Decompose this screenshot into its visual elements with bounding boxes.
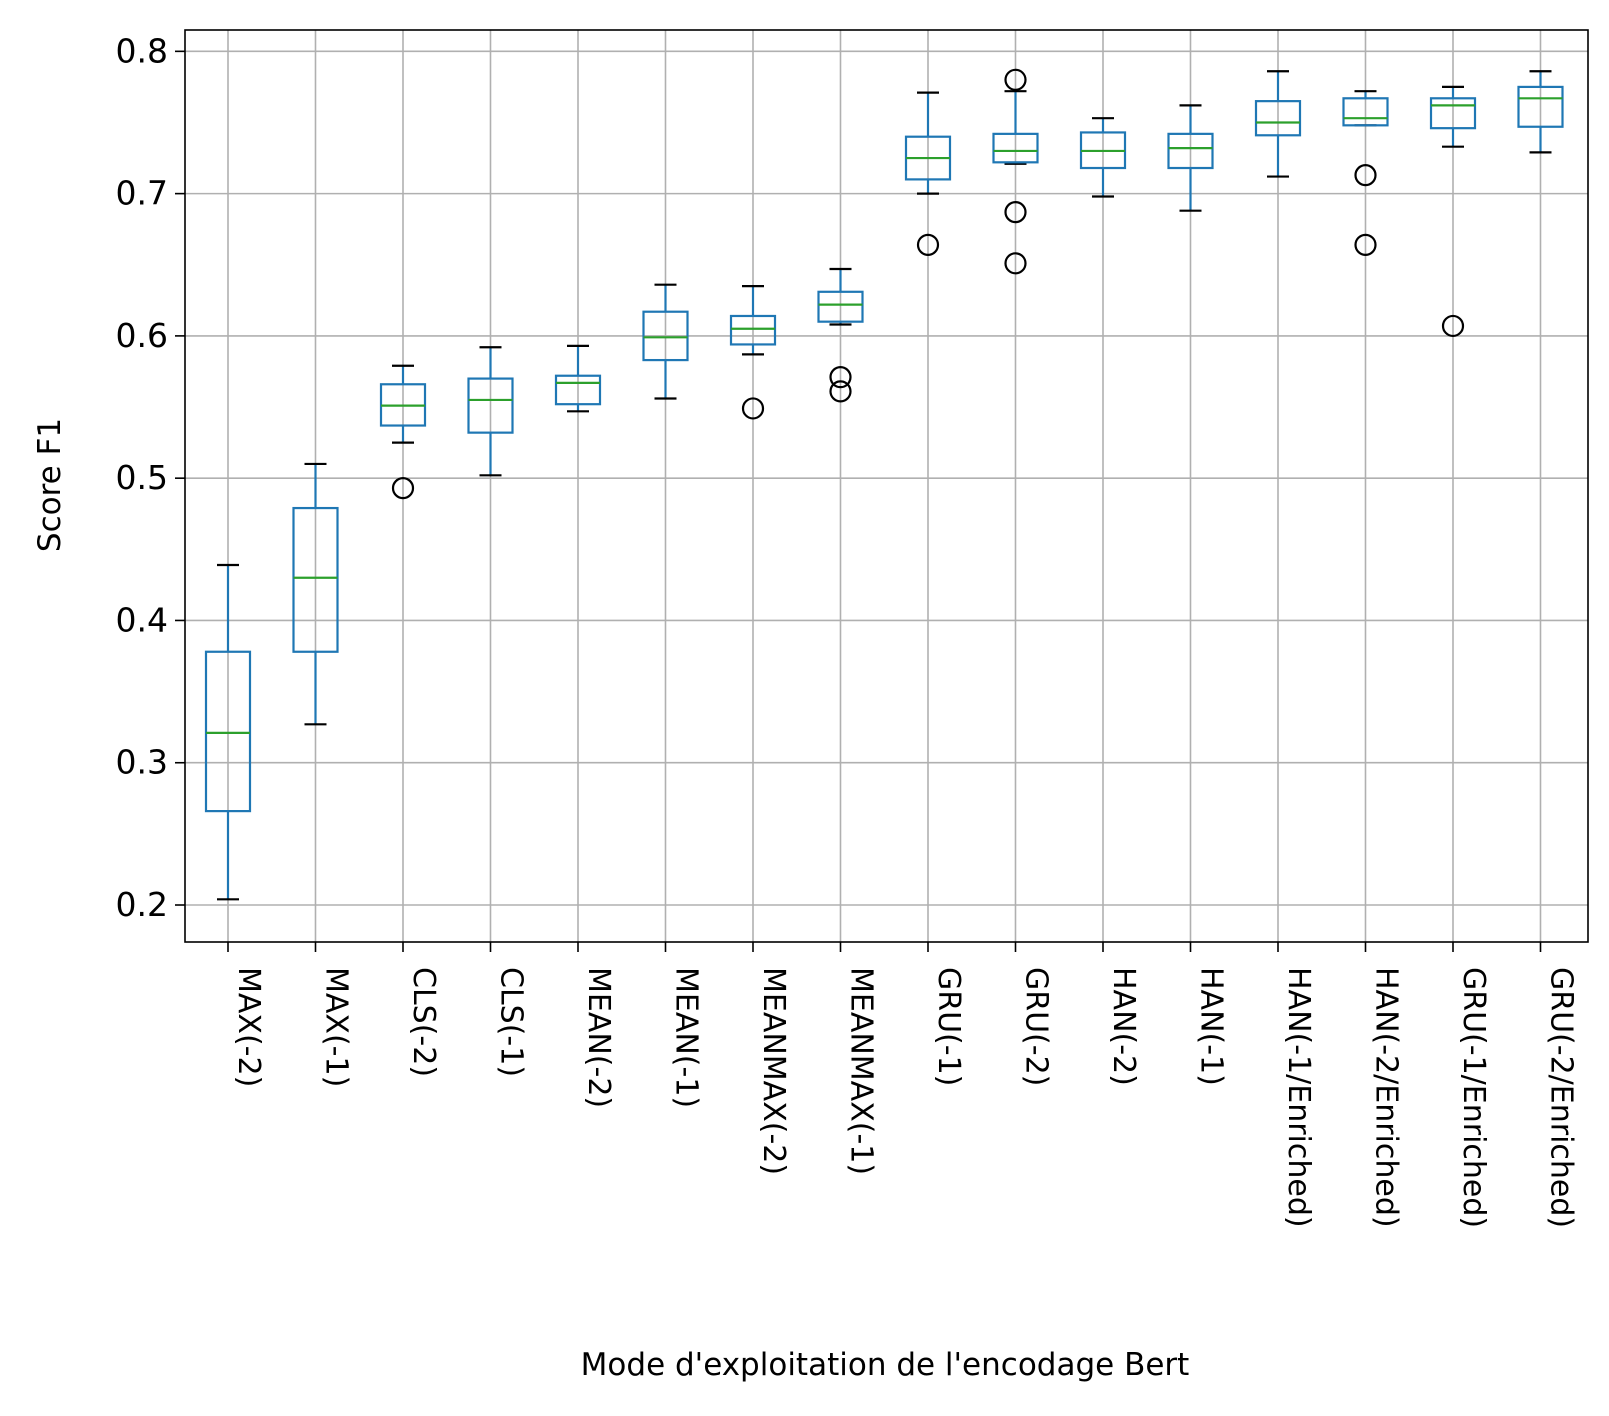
box-group (817, 267, 864, 403)
x-axis: MAX(-2) MAX(-1) CLS(-2) CLS(-1) MEAN(-2) MEAN… (227, 942, 1579, 1228)
box-iqr (204, 650, 252, 813)
outlier-point (741, 397, 765, 420)
box-iqr (1254, 100, 1302, 137)
box-iqr (642, 310, 689, 362)
grid-lines (185, 30, 1588, 942)
x-tick-label: HAN(-2/Enriched) (1369, 967, 1404, 1228)
y-axis: 0.2 0.3 0.4 0.5 0.6 0.7 0.8 (116, 31, 185, 924)
x-tick-label: GRU(-1/Enriched) (1456, 967, 1491, 1228)
y-tick-label: 0.4 (116, 600, 168, 639)
box-iqr (817, 290, 864, 323)
box-group (204, 563, 252, 901)
y-tick-label: 0.2 (116, 885, 168, 924)
box-group (379, 364, 427, 500)
outlier-point (1354, 233, 1377, 256)
box-group (904, 91, 952, 256)
x-tick-label: CLS(-1) (494, 967, 529, 1077)
outlier-point (1354, 164, 1377, 187)
box-group (1342, 90, 1389, 256)
y-tick-label: 0.3 (116, 743, 168, 782)
box-group (642, 283, 689, 400)
x-tick-label: HAN(-1/Enriched) (1281, 967, 1316, 1228)
box-iqr (1429, 97, 1477, 130)
box-iqr (467, 377, 514, 434)
outlier-point (1004, 68, 1027, 91)
outlier-point (391, 477, 415, 500)
box-iqr (554, 374, 602, 406)
x-tick-label: MEAN(-1) (669, 967, 704, 1108)
box-iqr (992, 132, 1039, 164)
box-group (292, 462, 339, 726)
box-group (554, 344, 602, 413)
box-group (992, 68, 1039, 275)
x-tick-label: MEANMAX(-2) (756, 967, 791, 1175)
outlier-point (1004, 252, 1027, 275)
box-group (1429, 85, 1477, 338)
y-tick-label: 0.6 (116, 316, 168, 355)
x-tick-label: GRU(-2/Enriched) (1544, 967, 1579, 1228)
plot-frame (184, 29, 1589, 943)
x-tick-label: MEAN(-2) (581, 967, 616, 1108)
x-tick-label: MAX(-2) (231, 967, 266, 1087)
y-tick-label: 0.5 (116, 458, 168, 497)
y-tick-label: 0.7 (116, 174, 168, 213)
box-group (1167, 104, 1214, 212)
x-tick-label: HAN(-1) (1194, 967, 1229, 1086)
outlier-point (1441, 314, 1465, 338)
box-iqr (292, 506, 339, 653)
x-tick-label: HAN(-2) (1106, 967, 1141, 1086)
outlier-point (1004, 201, 1027, 224)
box-iqr (1342, 97, 1389, 127)
box-group (1254, 70, 1302, 178)
box-iqr (1517, 85, 1564, 128)
box-group (467, 346, 514, 477)
outlier-point (829, 380, 852, 403)
x-tick-label: CLS(-2) (406, 967, 441, 1077)
y-axis-label: Score F1 (32, 418, 68, 552)
x-tick-label: GRU(-1) (931, 967, 966, 1086)
x-tick-label: MAX(-1) (319, 967, 354, 1087)
x-tick-label: MEANMAX(-1) (844, 967, 879, 1175)
outlier-point (829, 366, 852, 389)
box-series (204, 68, 1564, 901)
x-axis-label: Mode d'exploitation de l'encodage Bert (581, 1347, 1190, 1383)
box-iqr (1167, 132, 1214, 170)
outlier-point (916, 233, 940, 256)
x-tick-label: GRU(-2) (1019, 967, 1054, 1086)
box-group (1517, 70, 1564, 154)
y-tick-label: 0.8 (116, 31, 168, 70)
box-group (729, 284, 777, 420)
box-iqr (729, 314, 777, 346)
box-group (1079, 117, 1127, 198)
